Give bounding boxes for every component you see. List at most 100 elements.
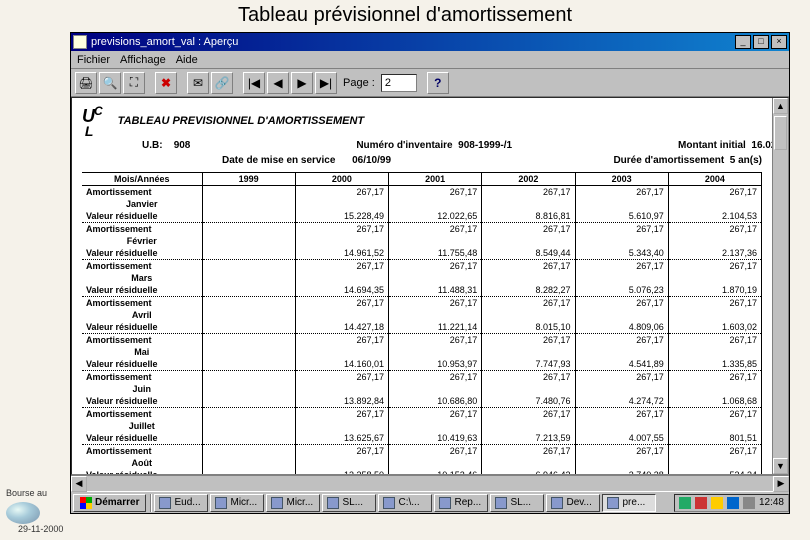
page-number-input[interactable]: [381, 74, 417, 92]
cell-amort: 267,17: [575, 260, 668, 273]
maximize-button[interactable]: □: [753, 35, 769, 49]
row-label-amort: Amortissement: [82, 186, 202, 199]
menu-file[interactable]: Fichier: [77, 54, 110, 66]
cell-residual: [202, 247, 295, 260]
tray-icon[interactable]: [711, 497, 723, 509]
taskbar-item-icon: [607, 497, 619, 509]
cell-residual: [202, 395, 295, 408]
cell-amort: [202, 408, 295, 421]
fit-button[interactable]: ⛶: [123, 72, 145, 94]
cell-amort: [202, 260, 295, 273]
taskbar-item[interactable]: Micr...: [210, 494, 264, 512]
col-header-year: 1999: [202, 173, 295, 186]
cell-residual: 534,34: [668, 469, 761, 474]
cell-amort: 267,17: [295, 260, 388, 273]
close-button[interactable]: ×: [771, 35, 787, 49]
vertical-scrollbar[interactable]: ▲ ▼: [772, 98, 788, 474]
cell-amort: [202, 445, 295, 458]
nav-prev-button[interactable]: ◀: [267, 72, 289, 94]
cell-residual: 8.816,81: [482, 210, 575, 223]
scroll-down-arrow[interactable]: ▼: [773, 458, 788, 474]
cell-residual: 15.228,49: [295, 210, 388, 223]
cell-residual: 13.625,67: [295, 432, 388, 445]
link-button[interactable]: 🔗: [211, 72, 233, 94]
document-content: UC L TABLEAU PREVISIONNEL D'AMORTISSEMEN…: [72, 98, 772, 474]
minimize-button[interactable]: _: [735, 35, 751, 49]
taskbar-item-label: Dev...: [566, 497, 591, 508]
tray-icon[interactable]: [679, 497, 691, 509]
nav-first-button[interactable]: |◀: [243, 72, 265, 94]
cell-amort: 267,17: [295, 334, 388, 347]
mail-button[interactable]: ✉: [187, 72, 209, 94]
cell-amort: [202, 334, 295, 347]
tray-clock: 12:48: [759, 497, 784, 508]
cell-amort: 267,17: [295, 223, 388, 236]
tray-icon[interactable]: [743, 497, 755, 509]
cell-residual: [202, 210, 295, 223]
cell-residual: 1.335,85: [668, 358, 761, 371]
taskbar-item-icon: [439, 497, 451, 509]
taskbar-item-icon: [383, 497, 395, 509]
nav-last-button[interactable]: ▶|: [315, 72, 337, 94]
row-label-month: Mai: [82, 346, 202, 358]
taskbar-item[interactable]: Dev...: [546, 494, 600, 512]
taskbar-item[interactable]: Eud...: [154, 494, 208, 512]
col-header-year: 2001: [389, 173, 482, 186]
taskbar-item[interactable]: C:\...: [378, 494, 432, 512]
cell-residual: 13.358,50: [295, 469, 388, 474]
zoom-button[interactable]: 🔍: [99, 72, 121, 94]
close-preview-button[interactable]: ✖: [155, 72, 177, 94]
menu-view[interactable]: Affichage: [120, 54, 166, 66]
row-label-month: Juillet: [82, 420, 202, 432]
menu-help[interactable]: Aide: [176, 54, 198, 66]
cell-amort: 267,17: [668, 260, 761, 273]
taskbar-item[interactable]: SL...: [490, 494, 544, 512]
toolbar: 🖨 🔍 ⛶ ✖ ✉ 🔗 |◀ ◀ ▶ ▶| Page : ?: [71, 69, 789, 97]
scroll-thumb[interactable]: [774, 116, 787, 150]
help-button[interactable]: ?: [427, 72, 449, 94]
row-label-amort: Amortissement: [82, 445, 202, 458]
scroll-up-arrow[interactable]: ▲: [773, 98, 788, 114]
nav-next-button[interactable]: ▶: [291, 72, 313, 94]
window-title: previsions_amort_val : Aperçu: [91, 36, 733, 48]
taskbar-item-label: Eud...: [174, 497, 200, 508]
decorative-orb: [6, 502, 40, 524]
tray-icon[interactable]: [695, 497, 707, 509]
taskbar-item-label: C:\...: [398, 497, 419, 508]
print-button[interactable]: 🖨: [75, 72, 97, 94]
taskbar-item[interactable]: Micr...: [266, 494, 320, 512]
report-header-line2: Date de mise en service 06/10/99 Durée d…: [222, 153, 762, 172]
window-titlebar[interactable]: previsions_amort_val : Aperçu _ □ ×: [71, 33, 789, 51]
cell-amort: [202, 223, 295, 236]
row-label-month: Janvier: [82, 198, 202, 210]
cell-residual: [202, 321, 295, 334]
cell-residual: 12.022,65: [389, 210, 482, 223]
system-tray[interactable]: 12:48: [674, 494, 789, 512]
cell-residual: 14.694,35: [295, 284, 388, 297]
taskbar-item[interactable]: pre...: [602, 494, 656, 512]
start-button[interactable]: Démarrer: [73, 494, 146, 512]
cell-amort: 267,17: [668, 445, 761, 458]
cell-amort: 267,17: [482, 445, 575, 458]
report-header-line1: U.B: 908 Numéro d'inventaire 908-1999-/1…: [142, 138, 772, 153]
scroll-left-arrow[interactable]: ◀: [71, 476, 87, 492]
taskbar-item[interactable]: SL...: [322, 494, 376, 512]
cell-amort: 267,17: [668, 223, 761, 236]
cell-residual: 3.740,38: [575, 469, 668, 474]
row-label-month: Août: [82, 457, 202, 469]
horizontal-scrollbar[interactable]: ◀ ▶: [71, 475, 789, 491]
col-header-label: Mois/Années: [82, 173, 202, 186]
cell-residual: 11.755,48: [389, 247, 482, 260]
cell-residual: [202, 358, 295, 371]
cell-amort: 267,17: [575, 297, 668, 310]
tray-icon[interactable]: [727, 497, 739, 509]
cell-amort: 267,17: [482, 334, 575, 347]
taskbar-item-icon: [271, 497, 283, 509]
taskbar-item[interactable]: Rep...: [434, 494, 488, 512]
cell-residual: 801,51: [668, 432, 761, 445]
cell-residual: 11.221,14: [389, 321, 482, 334]
cell-amort: 267,17: [575, 186, 668, 199]
scroll-right-arrow[interactable]: ▶: [773, 476, 789, 492]
cell-amort: [202, 371, 295, 384]
cell-residual: 10.152,46: [389, 469, 482, 474]
